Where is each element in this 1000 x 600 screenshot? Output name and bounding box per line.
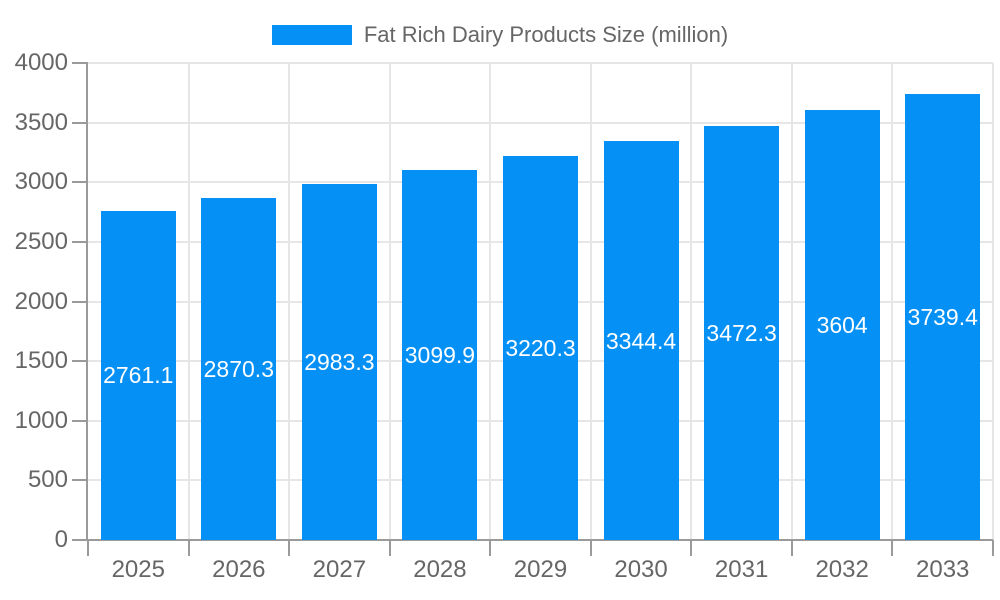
bar-value-label: 3099.9 (404, 342, 476, 369)
x-axis-label: 2031 (714, 556, 769, 583)
x-tick-mark (891, 540, 894, 556)
x-axis-label: 2030 (614, 556, 668, 583)
y-tick-mark (72, 121, 88, 124)
x-axis-line (88, 539, 993, 541)
x-tick-mark (790, 540, 793, 556)
chart-legend[interactable]: Fat Rich Dairy Products Size (million) (0, 22, 1000, 48)
y-axis-label: 2500 (14, 227, 68, 255)
gridline-vertical (790, 63, 793, 540)
gridline-vertical (992, 63, 994, 540)
x-axis-label: 2029 (513, 556, 568, 583)
y-tick-mark (72, 62, 88, 64)
x-tick-mark (288, 540, 291, 556)
y-tick-mark (72, 240, 88, 243)
y-tick-mark (72, 181, 88, 184)
y-tick-mark (72, 300, 88, 303)
y-axis-label: 3000 (14, 168, 68, 196)
gridline-vertical (489, 63, 492, 540)
gridline-horizontal (88, 62, 993, 64)
y-tick-mark (72, 419, 88, 422)
x-tick-mark (187, 540, 190, 556)
bar-value-label: 2870.3 (203, 355, 274, 382)
y-tick-mark (72, 479, 88, 482)
gridline-vertical (589, 63, 592, 540)
gridline-vertical (388, 63, 391, 540)
x-tick-mark (87, 540, 89, 556)
bar-2033[interactable] (905, 94, 981, 540)
bar-2028[interactable] (402, 170, 478, 540)
x-axis-label: 2032 (815, 556, 869, 583)
bar-2027[interactable] (301, 184, 377, 540)
x-tick-mark (589, 540, 592, 556)
bar-value-label: 2983.3 (304, 349, 375, 376)
bar-value-label: 2761.1 (103, 362, 174, 389)
bar-2029[interactable] (503, 155, 578, 540)
gridline-vertical (288, 63, 291, 540)
bar-value-label: 3344.4 (605, 327, 677, 354)
bar-2030[interactable] (603, 141, 679, 540)
y-axis-label: 1500 (14, 347, 68, 375)
x-axis-label: 2026 (212, 556, 266, 583)
bar-value-label: 3739.4 (907, 304, 978, 331)
y-axis-label: 3500 (14, 108, 68, 136)
bar-2031[interactable] (704, 125, 780, 540)
y-axis-label: 1000 (14, 406, 68, 434)
gridline-vertical (187, 63, 190, 540)
legend-label: Fat Rich Dairy Products Size (million) (363, 22, 729, 47)
x-axis-label: 2025 (111, 556, 165, 583)
y-axis-label: 500 (27, 466, 68, 494)
gridline-vertical (891, 63, 894, 540)
x-tick-mark (489, 540, 492, 556)
y-axis-line (86, 63, 88, 540)
y-axis-label: 4000 (14, 49, 68, 76)
y-axis-label: 0 (54, 526, 68, 553)
bar-value-label: 3472.3 (706, 319, 777, 346)
x-tick-mark (690, 540, 693, 556)
y-axis-label: 2000 (14, 287, 68, 315)
bar-2026[interactable] (201, 197, 277, 540)
legend-swatch (271, 25, 352, 45)
gridline-vertical (690, 63, 693, 540)
bar-2032[interactable] (804, 110, 880, 540)
gridline-horizontal (88, 121, 993, 124)
x-tick-mark (992, 540, 994, 556)
bar-2025[interactable] (100, 210, 176, 540)
x-axis-label: 2028 (413, 556, 467, 583)
bar-value-label: 3220.3 (505, 334, 576, 361)
y-tick-mark (72, 360, 88, 363)
x-axis-label: 2027 (312, 556, 367, 583)
x-tick-mark (388, 540, 391, 556)
x-axis-label: 2033 (916, 556, 970, 583)
bar-value-label: 3604 (816, 312, 868, 339)
y-tick-mark (72, 539, 88, 541)
